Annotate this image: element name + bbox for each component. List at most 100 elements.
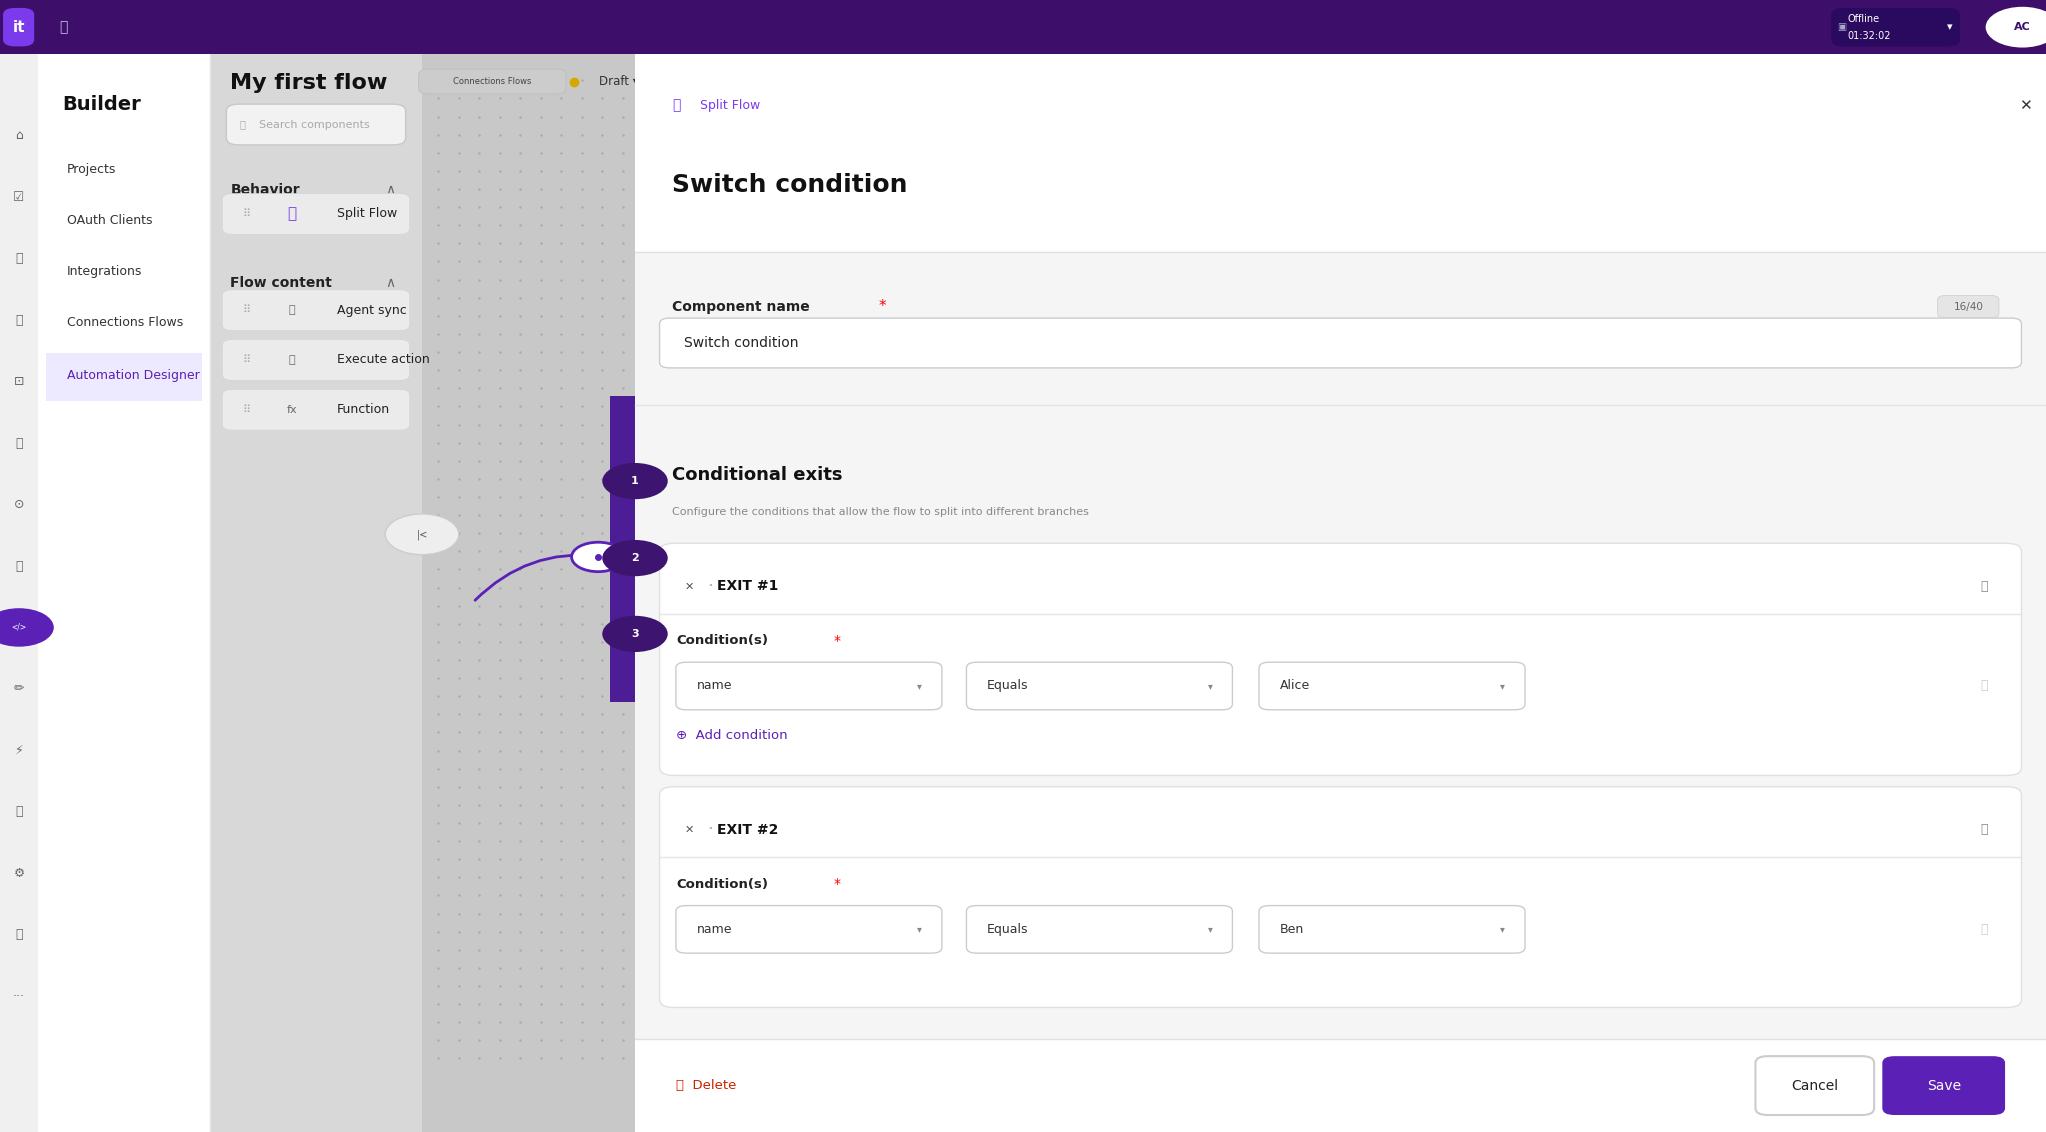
Text: ⌂: ⌂	[14, 129, 23, 143]
Text: Behavior: Behavior	[231, 183, 301, 197]
Circle shape	[602, 540, 667, 576]
Text: Projects: Projects	[68, 163, 117, 177]
Circle shape	[571, 542, 624, 572]
Text: Split Flow: Split Flow	[700, 98, 761, 112]
Text: ☑: ☑	[14, 191, 25, 204]
Text: Configure the conditions that allow the flow to split into different branches: Configure the conditions that allow the …	[671, 507, 1088, 516]
FancyBboxPatch shape	[659, 543, 2021, 775]
FancyBboxPatch shape	[1882, 1056, 2005, 1115]
FancyBboxPatch shape	[227, 104, 405, 145]
FancyBboxPatch shape	[1755, 1056, 1874, 1115]
Bar	[39, 54, 211, 1132]
Text: name: name	[696, 923, 732, 936]
Text: 🔒: 🔒	[14, 928, 23, 941]
Text: ✕: ✕	[2019, 97, 2032, 113]
Text: 🗑: 🗑	[1981, 923, 1989, 936]
Bar	[634, 252, 2046, 405]
Text: Connections Flows: Connections Flows	[452, 77, 532, 86]
Text: ⠿: ⠿	[243, 209, 252, 218]
Text: ⚡: ⚡	[14, 744, 23, 757]
FancyBboxPatch shape	[966, 906, 1232, 953]
Text: Conditional exits: Conditional exits	[671, 466, 843, 484]
Bar	[211, 54, 421, 1132]
Text: ⠿: ⠿	[243, 405, 252, 414]
FancyBboxPatch shape	[1938, 295, 1999, 318]
Text: |<: |<	[415, 529, 428, 540]
FancyBboxPatch shape	[2, 8, 35, 46]
Text: Flow content: Flow content	[231, 276, 331, 290]
Text: 16/40: 16/40	[1954, 302, 1983, 311]
Text: Save: Save	[1927, 1079, 1960, 1092]
Text: *: *	[833, 634, 841, 648]
Text: ✕: ✕	[683, 825, 694, 834]
Text: 🔍: 🔍	[239, 120, 246, 129]
Text: Integrations: Integrations	[68, 265, 141, 278]
Text: ⚙: ⚙	[14, 867, 25, 880]
Bar	[47, 353, 203, 401]
Text: ∧: ∧	[385, 276, 395, 290]
Text: ⑂: ⑂	[286, 206, 297, 222]
Text: ⑂: ⑂	[671, 98, 679, 112]
Text: 👤: 👤	[14, 252, 23, 265]
Text: Equals: Equals	[986, 923, 1029, 936]
Text: ▾: ▾	[1500, 925, 1506, 934]
Text: </>: </>	[12, 623, 27, 632]
Text: 01:32:02: 01:32:02	[1848, 32, 1891, 41]
Text: Function: Function	[338, 403, 391, 417]
Text: fx: fx	[286, 405, 297, 414]
Text: Condition(s): Condition(s)	[675, 634, 767, 648]
Circle shape	[1985, 7, 2046, 48]
FancyBboxPatch shape	[223, 389, 409, 430]
FancyBboxPatch shape	[1258, 906, 1524, 953]
Text: ▾: ▾	[1207, 925, 1213, 934]
Text: 🗑: 🗑	[1981, 580, 1989, 593]
Text: Switch condition: Switch condition	[683, 336, 798, 350]
Text: 🌐: 🌐	[14, 559, 23, 573]
Text: Agent sync: Agent sync	[338, 303, 407, 317]
Text: 🛡: 🛡	[14, 437, 23, 449]
Text: Builder: Builder	[63, 95, 141, 113]
Text: ···: ···	[12, 989, 25, 1003]
Bar	[610, 396, 634, 702]
Text: 🌐: 🌐	[288, 355, 295, 365]
Circle shape	[0, 608, 53, 646]
Text: Switch condition: Switch condition	[671, 172, 906, 197]
FancyBboxPatch shape	[659, 787, 2021, 1007]
Text: My first flow: My first flow	[231, 72, 389, 93]
Text: Execute action: Execute action	[338, 353, 430, 367]
Text: 🎧: 🎧	[288, 306, 295, 315]
FancyBboxPatch shape	[1831, 8, 1960, 46]
Text: ⊕  Add condition: ⊕ Add condition	[675, 729, 788, 743]
Bar	[0, 0, 2046, 54]
FancyBboxPatch shape	[1258, 662, 1524, 710]
Text: 🗑: 🗑	[1981, 823, 1989, 837]
Bar	[634, 54, 2046, 1132]
Text: Search components: Search components	[260, 120, 370, 129]
Text: ⊡: ⊡	[14, 375, 25, 388]
Text: Split Flow: Split Flow	[338, 207, 397, 221]
Bar	[634, 54, 2046, 252]
Text: ∧: ∧	[385, 183, 395, 197]
Text: Alice: Alice	[1279, 679, 1309, 693]
Text: EXIT #1: EXIT #1	[716, 580, 777, 593]
Text: 📢: 📢	[14, 314, 23, 327]
Text: ˣ: ˣ	[708, 582, 712, 591]
Text: ⠿: ⠿	[243, 306, 252, 315]
Text: ▾: ▾	[917, 925, 923, 934]
Text: 🗑: 🗑	[1981, 679, 1989, 693]
Text: Automation Designer: Automation Designer	[68, 369, 198, 383]
FancyBboxPatch shape	[223, 290, 409, 331]
Text: 🔔: 🔔	[59, 20, 68, 34]
Text: ✕: ✕	[683, 582, 694, 591]
Text: 2: 2	[630, 554, 638, 563]
Text: ▾: ▾	[917, 681, 923, 691]
FancyBboxPatch shape	[419, 69, 567, 94]
Text: 1: 1	[630, 477, 638, 486]
FancyBboxPatch shape	[223, 194, 409, 234]
Text: Offline: Offline	[1848, 15, 1880, 24]
Bar	[0, 54, 39, 1132]
Text: 🗑  Delete: 🗑 Delete	[675, 1079, 737, 1092]
Text: ▾: ▾	[1948, 23, 1952, 32]
Circle shape	[602, 616, 667, 652]
Text: Condition(s): Condition(s)	[675, 877, 767, 891]
